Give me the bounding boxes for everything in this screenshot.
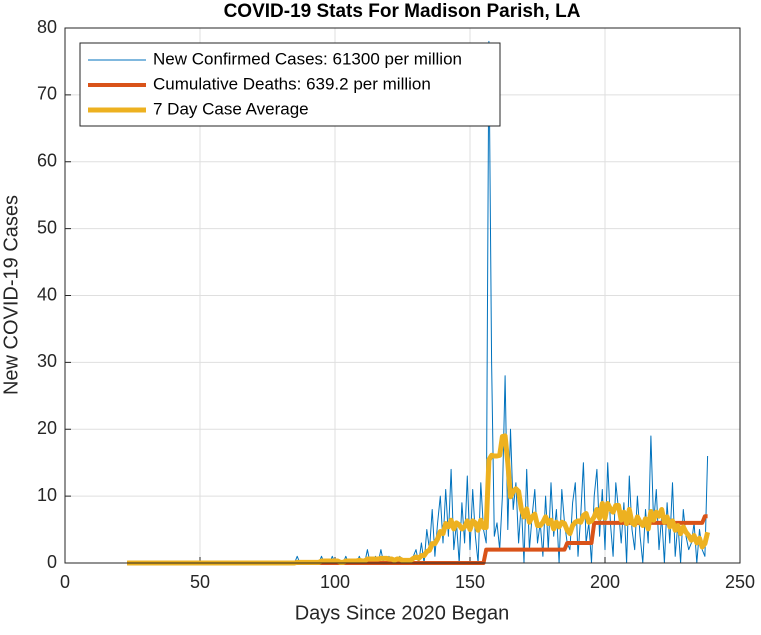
- legend-box: [79, 42, 501, 127]
- y-tick-label: 70: [37, 84, 57, 104]
- y-tick-label: 10: [37, 485, 57, 505]
- x-axis-label: Days Since 2020 Began: [295, 602, 510, 624]
- legend: New Confirmed Cases: 61300 per million Cu…: [79, 42, 501, 127]
- y-tick-label: 80: [37, 17, 57, 37]
- y-tick-label: 0: [47, 552, 57, 572]
- y-axis-label: New COVID-19 Cases: [0, 195, 22, 395]
- y-tick-label: 30: [37, 351, 57, 371]
- chart-title: COVID-19 Stats For Madison Parish, LA: [224, 1, 581, 22]
- x-tick-label: 250: [725, 572, 755, 592]
- axes-box: [64, 27, 741, 564]
- legend-label: Cumulative Deaths: 639.2 per million: [153, 74, 431, 93]
- x-tick-label: 0: [60, 572, 70, 592]
- legend-label: New Confirmed Cases: 61300 per million: [153, 49, 462, 68]
- y-tick-label: 40: [37, 284, 57, 304]
- x-tick-label: 150: [455, 572, 485, 592]
- x-tick-label: 100: [320, 572, 350, 592]
- y-tick-label: 20: [37, 418, 57, 438]
- y-tick-label: 60: [37, 151, 57, 171]
- x-tick-label: 50: [190, 572, 210, 592]
- legend-label: 7 Day Case Average: [153, 99, 309, 118]
- plot-area: [64, 27, 741, 566]
- y-tick-label: 50: [37, 217, 57, 237]
- x-tick-label: 200: [590, 572, 620, 592]
